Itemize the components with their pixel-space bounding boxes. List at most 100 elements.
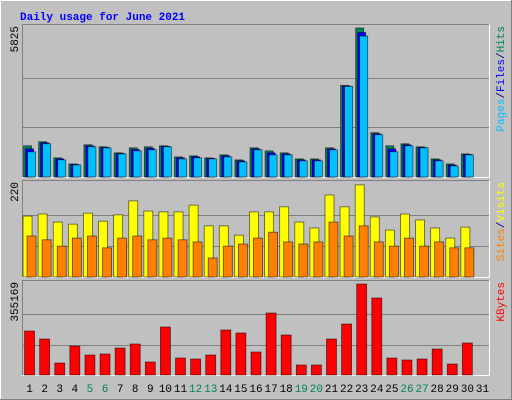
legend-entry: KBytes (496, 282, 508, 322)
bar (57, 159, 67, 178)
bar (162, 237, 173, 278)
bar (222, 245, 233, 278)
bar (356, 283, 368, 376)
legend-entry: Visits (496, 182, 508, 222)
bar (250, 351, 262, 376)
x-tick-label: 30 (461, 384, 474, 396)
bar (117, 153, 127, 178)
bar (205, 354, 217, 376)
bar (54, 362, 66, 376)
bar (42, 143, 52, 178)
x-tick-label: 11 (174, 384, 188, 396)
bar (102, 247, 112, 278)
chart-title: Daily usage for June 2021 (20, 12, 185, 24)
x-tick-label: 16 (249, 384, 262, 396)
bar (24, 330, 35, 376)
legend-separator: / (496, 52, 508, 59)
x-tick-label: 4 (72, 384, 79, 396)
bar (265, 312, 277, 376)
x-tick-label: 3 (56, 384, 63, 396)
bar (461, 342, 473, 376)
x-tick-label: 25 (385, 384, 398, 396)
bar (329, 149, 338, 178)
x-tick-label: 27 (415, 384, 428, 396)
y-tick-label: 355169 (10, 282, 22, 322)
bar (389, 151, 399, 178)
x-tick-label: 19 (295, 384, 308, 396)
bar (147, 149, 157, 178)
x-tick-label: 7 (117, 384, 124, 396)
x-tick-label: 9 (147, 384, 154, 396)
bar (238, 243, 248, 278)
x-tick-label: 23 (355, 384, 368, 396)
bar (404, 145, 414, 178)
bar (71, 237, 82, 278)
bar (386, 357, 398, 376)
bar (178, 158, 187, 178)
bar (446, 363, 458, 376)
bar (326, 338, 337, 376)
x-tick-label: 20 (310, 384, 323, 396)
legend-separator: / (496, 92, 508, 99)
x-tick-label: 6 (102, 384, 109, 396)
x-tick-label: 8 (132, 384, 139, 396)
bar (268, 154, 278, 178)
bar (129, 343, 141, 376)
bar (114, 347, 126, 376)
bar (41, 239, 52, 278)
bar (175, 357, 186, 376)
x-tick-label: 21 (325, 384, 339, 396)
bar (102, 147, 112, 178)
bar (144, 361, 156, 376)
bar (253, 149, 263, 178)
bar (374, 134, 384, 178)
legend: Sites/Visits (496, 182, 508, 261)
x-tick-label: 10 (159, 384, 172, 396)
bar (268, 231, 278, 278)
x-tick-label: 29 (446, 384, 459, 396)
bar (328, 221, 339, 278)
bar (464, 247, 475, 278)
x-tick-label: 26 (400, 384, 413, 396)
bar (190, 358, 202, 376)
bar (27, 151, 36, 178)
bar (310, 364, 322, 376)
bar (235, 332, 247, 376)
bar (117, 237, 128, 278)
bar (464, 154, 474, 178)
bar (298, 243, 309, 278)
legend-entry: Files (496, 59, 508, 92)
bar (193, 157, 203, 178)
bar (449, 247, 460, 278)
bar (132, 150, 142, 178)
bar (341, 323, 352, 376)
bar (220, 329, 232, 376)
bar (449, 165, 459, 178)
bar (359, 35, 369, 178)
x-tick-label: 12 (189, 384, 202, 396)
bar (69, 345, 81, 376)
bar (283, 154, 293, 178)
bar (147, 239, 158, 278)
bar (298, 160, 308, 178)
legend: KBytes (496, 282, 508, 322)
bar (283, 241, 294, 278)
bar (343, 235, 354, 278)
bar (419, 245, 429, 278)
y-tick-label: 220 (10, 182, 22, 202)
y-tick-label: 5825 (10, 26, 22, 52)
bar (177, 239, 188, 278)
bar (39, 338, 51, 376)
x-tick-label: 2 (41, 384, 48, 396)
x-tick-label: 22 (340, 384, 353, 396)
bar (87, 235, 97, 278)
bar (401, 359, 413, 376)
bar (132, 235, 143, 278)
bar (160, 326, 171, 376)
bar (358, 225, 369, 278)
x-tick-label: 1 (26, 384, 33, 396)
bar (253, 237, 263, 278)
bar (416, 358, 428, 376)
bar (56, 245, 67, 278)
